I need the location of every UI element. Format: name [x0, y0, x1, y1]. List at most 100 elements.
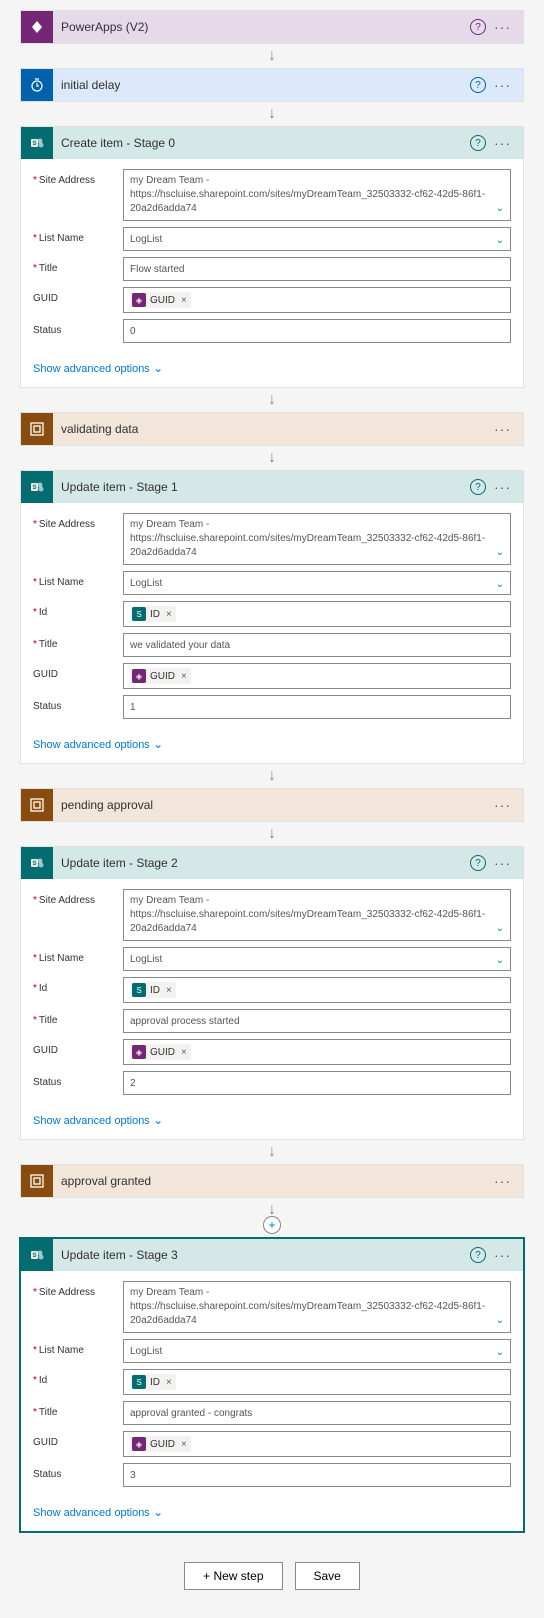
input-title[interactable]: Flow started: [123, 257, 511, 281]
input-id[interactable]: SID×: [123, 1369, 511, 1395]
show-advanced-link[interactable]: Show advanced options: [33, 739, 163, 751]
step-update-item-stage-1[interactable]: S Update item - Stage 1 ? ··· Site Addre…: [20, 470, 524, 764]
add-action-button[interactable]: +: [263, 1216, 281, 1234]
step-header[interactable]: S Update item - Stage 1 ? ···: [21, 471, 523, 503]
step-body: Site Address my Dream Team - https://hsc…: [21, 503, 523, 729]
token-remove-icon[interactable]: ×: [181, 1439, 187, 1450]
chevron-down-icon[interactable]: ⌄: [496, 579, 504, 590]
powerapps-token-icon: ◈: [132, 669, 146, 683]
more-icon[interactable]: ···: [490, 1173, 515, 1189]
input-list-name[interactable]: LogList⌄: [123, 1339, 511, 1363]
chevron-down-icon[interactable]: ⌄: [496, 1347, 504, 1358]
label-id: Id: [33, 1369, 123, 1386]
label-title: Title: [33, 1009, 123, 1026]
input-status[interactable]: 2: [123, 1071, 511, 1095]
step-powerapps[interactable]: PowerApps (V2) ? ···: [20, 10, 524, 44]
token-remove-icon[interactable]: ×: [166, 985, 172, 996]
chevron-down-icon[interactable]: ⌄: [496, 1314, 504, 1328]
step-header[interactable]: S Create item - Stage 0 ? ···: [21, 127, 523, 159]
arrow-down-icon: ↓: [268, 826, 276, 842]
step-update-item-stage-3[interactable]: S Update item - Stage 3 ? ··· Site Addre…: [20, 1238, 524, 1532]
step-header[interactable]: initial delay ? ···: [21, 69, 523, 101]
sharepoint-icon: S: [21, 471, 53, 503]
step-header[interactable]: validating data ···: [21, 413, 523, 445]
input-id[interactable]: SID×: [123, 977, 511, 1003]
more-icon[interactable]: ···: [490, 479, 515, 495]
input-list-name[interactable]: LogList⌄: [123, 227, 511, 251]
token-id[interactable]: SID×: [130, 982, 176, 998]
label-status: Status: [33, 1463, 123, 1480]
token-remove-icon[interactable]: ×: [166, 1377, 172, 1388]
step-header[interactable]: pending approval ···: [21, 789, 523, 821]
input-site-address[interactable]: my Dream Team - https://hscluise.sharepo…: [123, 1281, 511, 1333]
label-list-name: List Name: [33, 227, 123, 244]
step-pending-approval[interactable]: pending approval ···: [20, 788, 524, 822]
step-update-item-stage-2[interactable]: S Update item - Stage 2 ? ··· Site Addre…: [20, 846, 524, 1140]
input-site-address[interactable]: my Dream Team - https://hscluise.sharepo…: [123, 889, 511, 941]
label-status: Status: [33, 1071, 123, 1088]
input-guid[interactable]: ◈GUID×: [123, 1431, 511, 1457]
more-icon[interactable]: ···: [490, 77, 515, 93]
more-icon[interactable]: ···: [490, 19, 515, 35]
token-id[interactable]: SID×: [130, 606, 176, 622]
more-icon[interactable]: ···: [490, 855, 515, 871]
input-site-address[interactable]: my Dream Team - https://hscluise.sharepo…: [123, 169, 511, 221]
input-list-name[interactable]: LogList⌄: [123, 571, 511, 595]
token-id[interactable]: SID×: [130, 1374, 176, 1390]
token-guid[interactable]: ◈GUID×: [130, 668, 191, 684]
label-id: Id: [33, 977, 123, 994]
token-remove-icon[interactable]: ×: [181, 1047, 187, 1058]
input-title[interactable]: approval granted - congrats: [123, 1401, 511, 1425]
input-status[interactable]: 1: [123, 695, 511, 719]
label-guid: GUID: [33, 1039, 123, 1056]
step-initial-delay[interactable]: initial delay ? ···: [20, 68, 524, 102]
input-id[interactable]: SID×: [123, 601, 511, 627]
input-guid[interactable]: ◈GUID×: [123, 1039, 511, 1065]
help-icon[interactable]: ?: [470, 1247, 486, 1263]
step-header[interactable]: PowerApps (V2) ? ···: [21, 11, 523, 43]
help-icon[interactable]: ?: [470, 479, 486, 495]
help-icon[interactable]: ?: [470, 135, 486, 151]
input-guid[interactable]: ◈GUID×: [123, 663, 511, 689]
input-title[interactable]: we validated your data: [123, 633, 511, 657]
more-icon[interactable]: ···: [490, 421, 515, 437]
token-remove-icon[interactable]: ×: [181, 295, 187, 306]
input-guid[interactable]: ◈GUID×: [123, 287, 511, 313]
chevron-down-icon[interactable]: ⌄: [496, 235, 504, 246]
input-title[interactable]: approval process started: [123, 1009, 511, 1033]
help-icon[interactable]: ?: [470, 855, 486, 871]
new-step-button[interactable]: + New step: [184, 1562, 282, 1590]
more-icon[interactable]: ···: [490, 135, 515, 151]
token-guid[interactable]: ◈GUID×: [130, 1436, 191, 1452]
input-status[interactable]: 0: [123, 319, 511, 343]
step-header[interactable]: approval granted ···: [21, 1165, 523, 1197]
input-site-address[interactable]: my Dream Team - https://hscluise.sharepo…: [123, 513, 511, 565]
token-guid[interactable]: ◈GUID×: [130, 292, 191, 308]
chevron-down-icon[interactable]: ⌄: [496, 202, 504, 216]
more-icon[interactable]: ···: [490, 797, 515, 813]
input-list-name[interactable]: LogList⌄: [123, 947, 511, 971]
help-icon[interactable]: ?: [470, 19, 486, 35]
step-header[interactable]: S Update item - Stage 3 ? ···: [21, 1239, 523, 1271]
input-status[interactable]: 3: [123, 1463, 511, 1487]
step-validating-data[interactable]: validating data ···: [20, 412, 524, 446]
token-remove-icon[interactable]: ×: [181, 671, 187, 682]
chevron-down-icon[interactable]: ⌄: [496, 546, 504, 560]
arrow-down-icon: ↓: [268, 48, 276, 64]
sharepoint-token-icon: S: [132, 1375, 146, 1389]
chevron-down-icon[interactable]: ⌄: [496, 955, 504, 966]
token-guid[interactable]: ◈GUID×: [130, 1044, 191, 1060]
more-icon[interactable]: ···: [490, 1247, 515, 1263]
step-header[interactable]: S Update item - Stage 2 ? ···: [21, 847, 523, 879]
label-site-address: Site Address: [33, 169, 123, 186]
show-advanced-link[interactable]: Show advanced options: [33, 363, 163, 375]
show-advanced-link[interactable]: Show advanced options: [33, 1507, 163, 1519]
arrow-down-icon: ↓: [268, 450, 276, 466]
step-approval-granted[interactable]: approval granted ···: [20, 1164, 524, 1198]
save-button[interactable]: Save: [295, 1562, 360, 1590]
chevron-down-icon[interactable]: ⌄: [496, 922, 504, 936]
step-create-item-stage-0[interactable]: S Create item - Stage 0 ? ··· Site Addre…: [20, 126, 524, 388]
show-advanced-link[interactable]: Show advanced options: [33, 1115, 163, 1127]
help-icon[interactable]: ?: [470, 77, 486, 93]
token-remove-icon[interactable]: ×: [166, 609, 172, 620]
